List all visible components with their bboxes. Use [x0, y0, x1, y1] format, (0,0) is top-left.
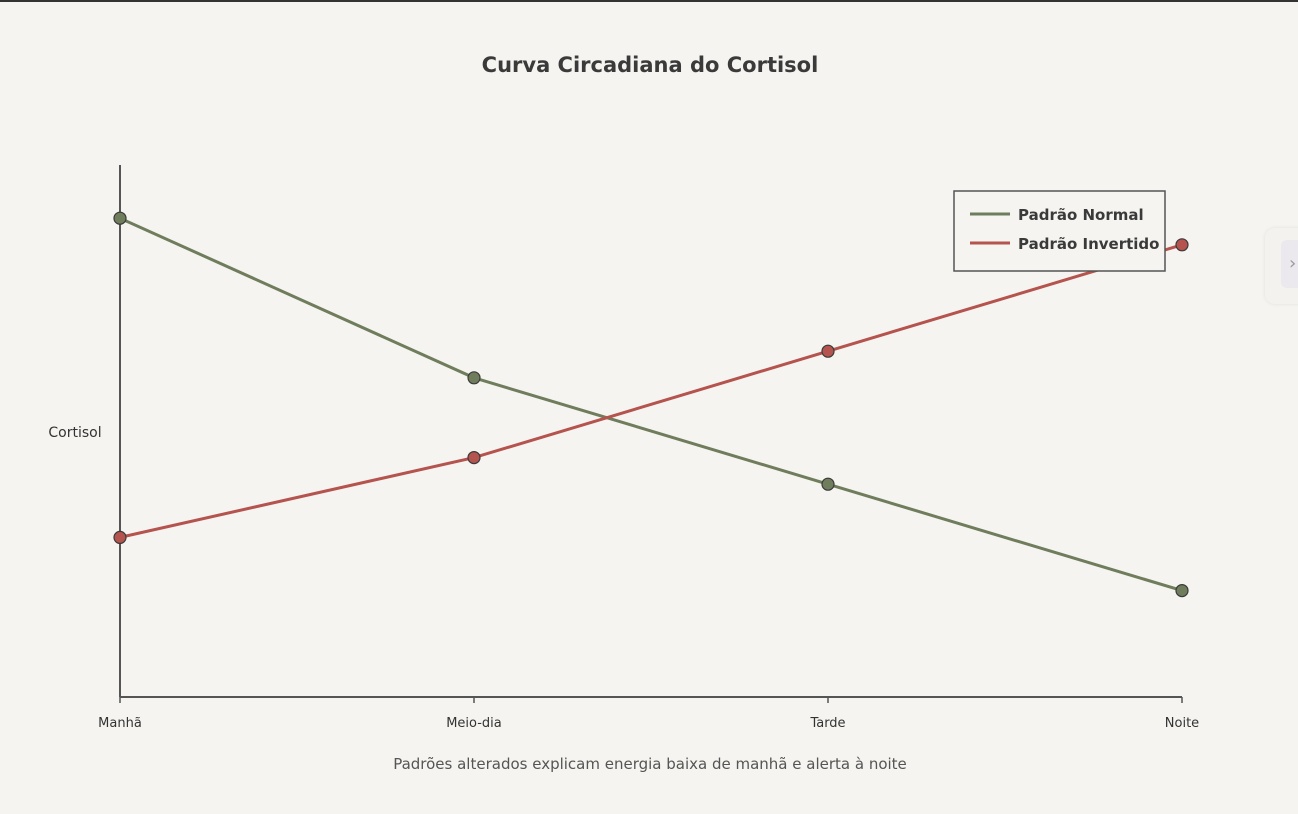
data-point-0-2	[821, 477, 835, 491]
legend-box	[953, 190, 1166, 272]
x-tick-label: Meio-dia	[446, 716, 502, 731]
y-axis-label: Cortisol	[48, 425, 101, 441]
side-panel-toggle-button[interactable]: ›	[1281, 240, 1298, 288]
legend-label-normal: Padrão Normal	[1018, 206, 1144, 224]
data-point-1-2	[821, 344, 835, 358]
legend: Padrão Normal Padrão Invertido	[953, 190, 1166, 272]
data-point-1-0	[113, 530, 127, 545]
series-line-0	[119, 216, 1183, 593]
data-point-1-3	[1175, 238, 1189, 252]
x-tick-label: Tarde	[809, 716, 845, 731]
data-point-0-3	[1175, 583, 1189, 598]
chevron-right-icon: ›	[1289, 253, 1297, 274]
x-tick-label: Manhã	[98, 716, 142, 731]
legend-label-inverted: Padrão Invertido	[1018, 235, 1159, 253]
data-point-1-1	[467, 451, 481, 465]
x-axis-label: Padrões alterados explicam energia baixa…	[393, 755, 907, 773]
data-point-0-0	[113, 211, 127, 225]
data-point-0-1	[467, 371, 481, 385]
series-line-1	[119, 243, 1183, 539]
chart-title: Curva Circadiana do Cortisol	[482, 53, 819, 77]
top-border	[0, 0, 1298, 2]
x-tick-label: Noite	[1165, 716, 1199, 731]
